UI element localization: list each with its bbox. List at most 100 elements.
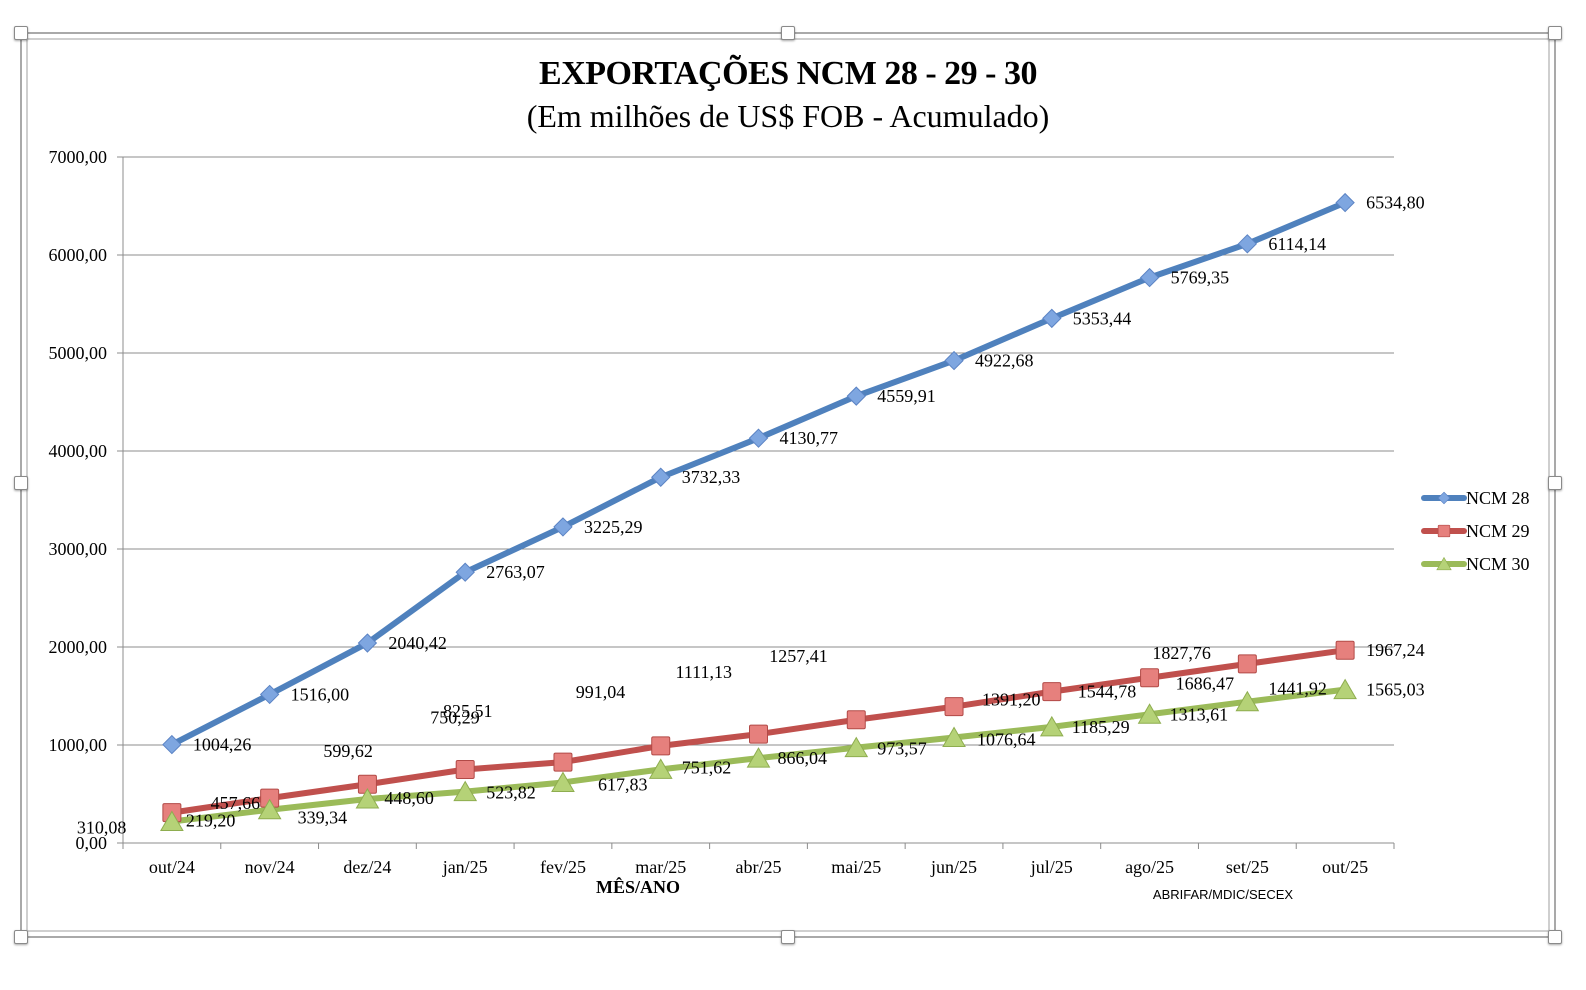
resize-handle-bottom-right[interactable]: [1548, 930, 1562, 944]
y-tick-label: 3000,00: [49, 539, 108, 559]
data-label: 310,08: [77, 818, 127, 838]
data-point-square: [1237, 654, 1257, 674]
data-label: 1441,92: [1268, 679, 1327, 699]
data-point-triangle: [942, 726, 966, 747]
data-label: 1967,24: [1366, 640, 1425, 660]
data-point-square: [553, 752, 573, 772]
data-label: 2040,42: [388, 633, 447, 653]
y-tick-label: 2000,00: [49, 637, 108, 657]
data-point-triangle: [257, 798, 282, 820]
data-point-diamond: [259, 684, 280, 705]
data-label: 2763,07: [486, 562, 545, 582]
data-point-triangle: [551, 771, 575, 792]
data-point-square: [455, 759, 475, 779]
data-label: 866,04: [778, 748, 828, 768]
data-point-triangle: [1137, 703, 1162, 724]
data-point-diamond: [748, 428, 769, 448]
data-point-triangle: [453, 780, 478, 802]
data-label: 6114,14: [1268, 234, 1326, 254]
data-point-triangle: [160, 810, 184, 832]
data-label: 599,62: [323, 741, 373, 761]
chart-subtitle: (Em milhões de US$ FOB - Acumulado): [526, 98, 1050, 134]
x-tick-label: jun/25: [930, 857, 977, 877]
data-label: 991,04: [576, 682, 626, 702]
data-point-diamond: [162, 734, 182, 755]
resize-handle-right[interactable]: [1548, 476, 1562, 490]
data-label: 1686,47: [1176, 674, 1235, 694]
x-tick-label: out/24: [149, 857, 195, 877]
data-label: 1257,41: [769, 646, 828, 666]
data-point-triangle: [746, 747, 771, 768]
y-tick-label: 0,00: [76, 833, 108, 853]
data-label: 523,82: [486, 783, 536, 803]
resize-handle-bottom-left[interactable]: [14, 930, 28, 944]
legend-label: NCM 29: [1466, 521, 1530, 541]
data-label: 4922,68: [975, 351, 1034, 371]
data-label: 751,62: [682, 757, 732, 777]
data-label: 1544,78: [1078, 682, 1137, 702]
data-label: 4130,77: [780, 428, 839, 448]
legend-item-ncm-28[interactable]: NCM 28: [1421, 488, 1530, 508]
data-point-square: [651, 736, 671, 756]
data-point-diamond: [651, 467, 671, 487]
data-point-diamond: [1335, 192, 1355, 213]
legend-item-ncm-30[interactable]: NCM 30: [1421, 554, 1530, 574]
legend-marker-triangle: [1436, 556, 1452, 571]
data-point-diamond: [1139, 267, 1160, 288]
source-note: ABRIFAR/MDIC/SECEX: [1153, 887, 1293, 902]
legend-marker-square: [1437, 524, 1451, 538]
data-point-diamond: [846, 386, 866, 406]
x-tick-label: mar/25: [635, 857, 686, 877]
data-point-square: [944, 697, 964, 717]
data-label: 4559,91: [877, 386, 936, 406]
data-label: 1516,00: [291, 684, 350, 704]
data-label: 750,29: [430, 707, 480, 727]
y-tick-label: 7000,00: [49, 147, 108, 167]
data-point-square: [846, 710, 866, 730]
data-label: 973,57: [877, 739, 927, 759]
legend-marker-diamond: [1437, 491, 1451, 505]
data-label: 339,34: [298, 808, 348, 828]
data-point-diamond: [455, 562, 475, 582]
data-point-diamond: [553, 517, 573, 537]
resize-handle-top-right[interactable]: [1548, 26, 1562, 40]
y-tick-label: 5000,00: [49, 343, 108, 363]
y-tick-label: 1000,00: [49, 735, 108, 755]
series-line-ncm-28: [168, 199, 1349, 748]
data-label: 5769,35: [1171, 268, 1230, 288]
data-label: 1313,61: [1170, 704, 1229, 724]
x-tick-label: mai/25: [831, 857, 881, 877]
data-label: 1827,76: [1152, 643, 1211, 663]
x-tick-label: fev/25: [540, 857, 586, 877]
x-tick-label: nov/24: [245, 857, 295, 877]
data-label: 825,51: [443, 701, 493, 721]
resize-handle-left[interactable]: [14, 476, 28, 490]
resize-handle-top-left[interactable]: [14, 26, 28, 40]
data-point-diamond: [357, 633, 378, 653]
data-point-diamond: [1042, 308, 1062, 329]
data-label: 448,60: [384, 788, 434, 808]
legend-item-ncm-29[interactable]: NCM 29: [1421, 521, 1530, 541]
x-tick-label: jul/25: [1030, 857, 1073, 877]
x-tick-label: abr/25: [736, 857, 782, 877]
x-tick-label: out/25: [1322, 857, 1368, 877]
data-label: 5353,44: [1073, 308, 1132, 328]
chart-title: EXPORTAÇÕES NCM 28 - 29 - 30: [539, 55, 1037, 92]
resize-handle-top[interactable]: [781, 26, 795, 40]
resize-handle-bottom[interactable]: [781, 930, 795, 944]
data-point-square: [749, 724, 768, 744]
x-axis-title: MÊS/ANO: [596, 876, 680, 897]
data-label: 1391,20: [982, 690, 1041, 710]
x-tick-label: set/25: [1226, 857, 1269, 877]
data-point-triangle: [648, 758, 673, 779]
x-tick-label: ago/25: [1125, 857, 1174, 877]
data-point-square: [1335, 640, 1355, 660]
data-point-triangle: [1235, 690, 1260, 712]
data-label: 1565,03: [1366, 680, 1425, 700]
data-label: 6534,80: [1366, 193, 1425, 213]
data-label: 1185,29: [1072, 717, 1130, 737]
data-label: 219,20: [186, 811, 236, 831]
data-label: 1111,13: [676, 662, 733, 682]
x-tick-label: jan/25: [442, 857, 488, 877]
